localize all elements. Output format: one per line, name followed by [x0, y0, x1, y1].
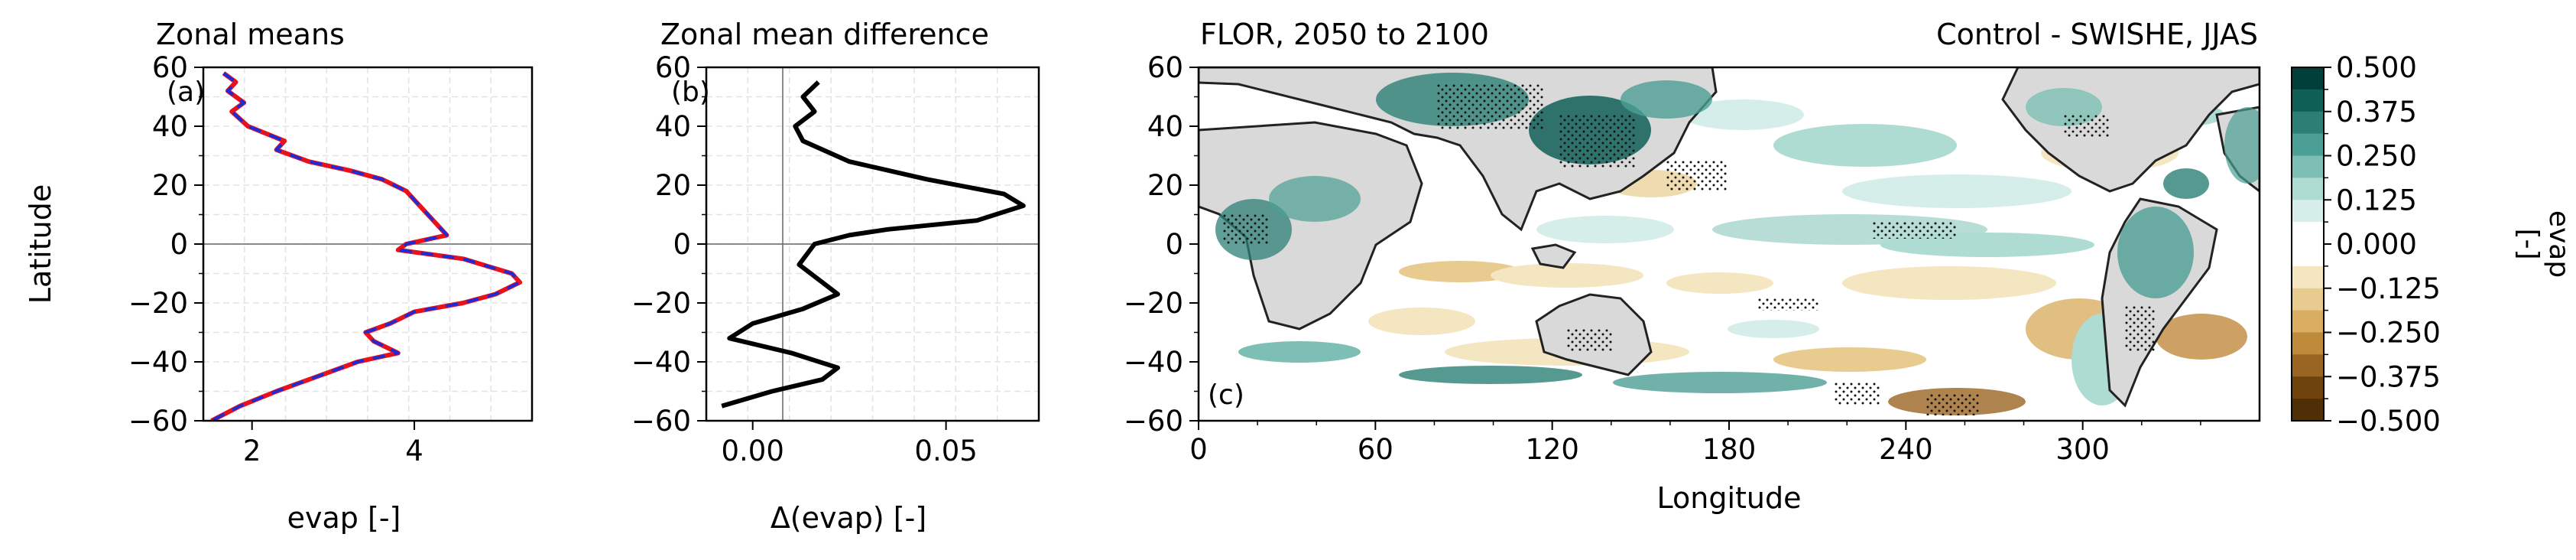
colorbar-block [2292, 244, 2324, 267]
panel-b-xlabel: Δ(evap) [-] [771, 501, 926, 535]
colorbar-block [2292, 354, 2324, 377]
ytick-label: 20 [1147, 169, 1183, 202]
ytick-label: −20 [128, 287, 188, 320]
ytick-label: 40 [152, 110, 188, 143]
series-line-1 [721, 80, 1026, 409]
panel-c-frame [1197, 66, 2261, 422]
colorbar-tick-label: −0.375 [2336, 360, 2441, 393]
ytick-label: 40 [1147, 110, 1183, 143]
colorbar-block [2292, 222, 2324, 245]
panel-a-ylabel: Latitude [24, 184, 57, 304]
ytick-label: 20 [152, 169, 188, 202]
colorbar-block [2292, 67, 2324, 90]
ytick-label: −60 [631, 405, 691, 438]
colorbar-tick-label: 0.500 [2336, 51, 2417, 84]
panel-b-series [721, 80, 1026, 409]
colorbar-block [2292, 200, 2324, 223]
ytick-label: 0 [170, 228, 188, 261]
colorbar-tick-label: −0.500 [2336, 405, 2441, 438]
panel-c-ticks: −60 −40 −20 0 20 40 60 0 60 120 180 240 300 [1124, 51, 2201, 466]
ytick-label: 60 [1147, 51, 1183, 84]
panel-a-ticks: −60 −40 −20 0 20 40 60 2 4 [128, 51, 423, 467]
colorbar-block [2292, 265, 2324, 289]
xtick-label: 0.05 [914, 435, 977, 467]
panel-b: Zonal mean difference (b) −60 −40 −20 0 20 40… [631, 18, 1040, 535]
xtick-label: 0.00 [722, 435, 784, 467]
xtick-label: 2 [243, 435, 261, 467]
colorbar-block [2292, 376, 2324, 399]
colorbar-block [2292, 155, 2324, 178]
ytick-label: 60 [152, 51, 188, 84]
colorbar-block [2292, 177, 2324, 200]
series-line-2 [210, 72, 522, 421]
colorbar-label: evap[-] [2513, 210, 2574, 278]
stippling [1223, 84, 2156, 415]
panel-c-xlabel: Longitude [1657, 481, 1802, 515]
colorbar-ticks: 0.500 0.375 0.250 0.125 0.000 −0.125 −0.250 −0.… [2324, 51, 2441, 438]
xtick-label: 4 [405, 435, 423, 467]
land-maritime [1530, 243, 1577, 269]
ytick-label: 0 [1165, 228, 1183, 261]
ytick-label: 40 [655, 110, 691, 143]
colorbar-tick-label: 0.125 [2336, 184, 2417, 217]
colorbar-tick-label: −0.250 [2336, 317, 2441, 350]
panel-a-title: Zonal means [156, 18, 345, 51]
panel-b-title: Zonal mean difference [660, 18, 989, 51]
panel-a-label: (a) [167, 77, 205, 108]
ytick-label: 20 [655, 169, 691, 202]
ytick-label: −60 [128, 405, 188, 438]
xtick-label: 240 [1879, 433, 1933, 466]
panel-b-ticks: −60 −40 −20 0 20 40 60 0.00 0.05 [631, 51, 978, 467]
colorbar-block [2292, 288, 2324, 311]
colorbar-tick-label: −0.125 [2336, 272, 2441, 305]
colorbar-tick-label: 0.000 [2336, 228, 2417, 261]
ytick-label: −40 [128, 346, 188, 379]
ytick-label: 0 [673, 228, 691, 261]
ytick-label: −20 [1124, 287, 1183, 320]
colorbar-blocks [2292, 67, 2324, 422]
panel-a: Zonal means (a) −60 −40 −20 0 20 40 60 2 4 Latit… [24, 18, 534, 535]
ytick-label: −40 [631, 346, 691, 379]
colorbar-block [2292, 332, 2324, 355]
colorbar-tick-label: 0.250 [2336, 140, 2417, 173]
series-line-1 [210, 71, 523, 421]
panel-a-series [210, 71, 523, 421]
ytick-label: 60 [655, 51, 691, 84]
colorbar-block [2292, 399, 2324, 422]
xtick-label: 120 [1525, 433, 1579, 466]
map-field [1199, 67, 2260, 421]
colorbar-block [2292, 89, 2324, 112]
ytick-label: −60 [1124, 405, 1183, 438]
xtick-label: 300 [2055, 433, 2110, 466]
colorbar-block [2292, 133, 2324, 157]
ytick-label: −20 [631, 287, 691, 320]
xtick-label: 180 [1702, 433, 1757, 466]
panel-c-title: FLOR, 2050 to 2100 [1200, 18, 1489, 51]
panel-a-xlabel: evap [-] [287, 501, 401, 535]
panel-c-label: (c) [1208, 379, 1244, 411]
panel-c: FLOR, 2050 to 2100 Control - SWISHE, JJA… [1124, 18, 2261, 515]
colorbar-block [2292, 310, 2324, 334]
colorbar-tick-label: 0.375 [2336, 96, 2417, 129]
panel-b-label: (b) [671, 77, 710, 108]
ytick-label: −40 [1124, 346, 1183, 379]
xtick-label: 60 [1358, 433, 1393, 466]
panel-c-title-right: Control - SWISHE, JJAS [1936, 18, 2258, 51]
colorbar: 0.500 0.375 0.250 0.125 0.000 −0.125 −0.250 −0.… [2291, 51, 2574, 438]
colorbar-block [2292, 111, 2324, 135]
xtick-label: 0 [1189, 433, 1208, 466]
